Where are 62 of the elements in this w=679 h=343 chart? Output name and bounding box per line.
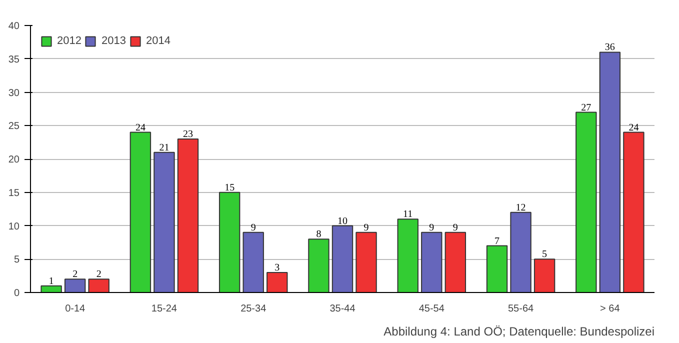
data-label: 7 (494, 236, 500, 247)
data-label: 9 (250, 222, 256, 234)
data-label: 12 (516, 202, 526, 214)
data-label: 27 (581, 102, 592, 114)
bar (486, 245, 508, 292)
data-label: 36 (604, 42, 615, 54)
data-label: 2 (96, 269, 102, 280)
data-label: 11 (403, 209, 413, 220)
bar (332, 225, 354, 292)
data-label: 3 (274, 262, 280, 274)
bar (356, 232, 377, 292)
bar (177, 138, 199, 292)
bar (421, 232, 442, 292)
data-label: 24 (135, 122, 146, 134)
y-tick-label: 10 (8, 221, 20, 232)
data-label: 2 (72, 269, 78, 280)
data-label: 10 (338, 216, 348, 227)
bar (64, 278, 86, 292)
bar (266, 272, 288, 292)
y-tick-label: 35 (8, 54, 20, 66)
bar (40, 285, 62, 292)
data-label: 8 (316, 229, 322, 240)
x-tick-label: 15-24 (151, 304, 178, 314)
bar (599, 52, 621, 292)
y-tick-label: 0 (14, 288, 20, 299)
x-tick-label: 55-64 (508, 304, 534, 314)
y-tick-label: 20 (8, 154, 20, 166)
x-tick-label: 45-54 (418, 304, 445, 314)
y-tick-label: 15 (8, 188, 20, 199)
bar (510, 212, 532, 292)
x-tick-label: 0-14 (65, 304, 86, 314)
bar (130, 132, 152, 292)
bar (154, 152, 175, 292)
x-tick-label: 35-44 (330, 304, 356, 314)
bar (534, 258, 556, 292)
legend-label: 2013 (101, 35, 126, 47)
data-label: 9 (429, 222, 434, 234)
y-tick-label: 40 (8, 21, 20, 32)
data-label: 23 (182, 128, 193, 140)
legend-label: 2012 (57, 35, 82, 47)
data-label: 24 (628, 122, 639, 134)
data-label: 15 (224, 182, 235, 194)
bar (88, 278, 110, 292)
data-label: 9 (364, 222, 369, 234)
bar (242, 232, 264, 292)
y-tick-label: 30 (8, 88, 20, 99)
bar (576, 112, 597, 292)
x-tick-label: > 64 (600, 304, 620, 314)
data-label: 21 (159, 142, 170, 154)
text: Abbildung 4: Land OÖ; Datenquelle: Bundespolizei (384, 324, 655, 338)
bar (397, 218, 418, 292)
bar (218, 192, 240, 292)
data-label: 1 (48, 276, 54, 287)
bar (308, 238, 330, 292)
legend-label: 2014 (146, 35, 170, 47)
data-label: 9 (452, 222, 458, 234)
bar (623, 132, 644, 292)
x-tick-label: 25-34 (240, 304, 267, 314)
bar (444, 232, 466, 292)
y-tick-label: 5 (14, 254, 20, 266)
data-label: 5 (542, 249, 548, 260)
y-tick-label: 25 (8, 121, 20, 132)
